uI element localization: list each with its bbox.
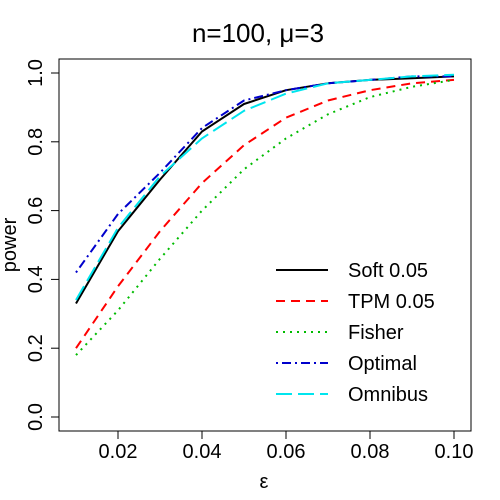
chart-title: n=100, μ=3 [192,18,324,48]
y-tick-label: 1.0 [25,59,47,87]
y-tick-label: 0.6 [25,197,47,225]
series-line-omnibus [75,73,455,301]
y-axis: 0.0 0.2 0.4 0.6 0.8 1.0 [25,59,60,431]
plot-frame [58,58,472,432]
legend-label: Optimal [348,353,417,375]
x-axis: 0.02 0.04 0.06 0.08 0.10 [99,430,474,463]
x-tick-label: 0.04 [183,441,222,463]
x-axis-label: ε [260,471,269,493]
series-line-optimal [75,75,454,274]
y-axis-label: power [0,217,21,272]
x-tick-label: 0.08 [351,441,390,463]
series-line-tpm-0-05 [75,78,455,349]
legend: Soft 0.05 TPM 0.05 Fisher Optimal Omnibus [276,260,435,406]
x-tick-label: 0.02 [99,441,138,463]
y-tick-label: 0.2 [25,334,47,362]
legend-label: Omnibus [348,384,428,406]
y-tick-label: 0.0 [25,403,47,431]
x-tick-label: 0.06 [267,441,306,463]
y-tick-label: 0.8 [25,128,47,156]
series-line-fisher [75,78,455,356]
legend-label: TPM 0.05 [348,291,435,313]
y-tick-label: 0.4 [25,265,47,293]
legend-label: Fisher [348,322,404,344]
x-tick-label: 0.10 [435,441,474,463]
legend-label: Soft 0.05 [348,260,428,282]
series-group [75,73,455,356]
